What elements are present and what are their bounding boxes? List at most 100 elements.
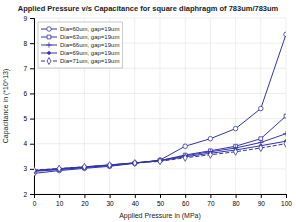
- tick: 50: [157, 194, 165, 207]
- tick-mark: [30, 43, 34, 44]
- legend-item: Dia=63um, gap=19um: [41, 34, 119, 40]
- series-group: [34, 32, 286, 176]
- marker: [208, 151, 212, 158]
- tick-mark: [59, 194, 60, 198]
- legend-label: Dia=71um, gap=19um: [60, 58, 119, 64]
- legend-item: Dia=71um, gap=19um: [41, 58, 119, 65]
- marker: [132, 160, 137, 165]
- tick-label: 50: [157, 200, 165, 207]
- axis-line: [30, 19, 35, 195]
- legend-item: Dia=69um, gap=19um: [41, 50, 119, 56]
- marker: [259, 145, 263, 152]
- marker: [82, 163, 86, 170]
- tick: 2: [23, 191, 34, 198]
- marker: [284, 32, 286, 37]
- tick-mark: [30, 68, 34, 69]
- tick-mark: [135, 194, 136, 198]
- line: [34, 141, 286, 170]
- legend-label: Dia=66um, gap=19um: [60, 42, 119, 48]
- legend-marker: [47, 27, 52, 32]
- tick-label: 80: [232, 200, 240, 207]
- tick-label: 4: [23, 140, 27, 147]
- tick: 90: [258, 194, 266, 207]
- marker: [34, 167, 36, 174]
- legend-label: Dia=60um, gap=19um: [60, 26, 119, 32]
- grid-line: [34, 93, 286, 94]
- legend-swatch: [41, 53, 57, 54]
- tick: 7: [23, 65, 34, 72]
- marker: [234, 148, 238, 155]
- tick: 70: [207, 194, 215, 207]
- legend-label: Dia=69um, gap=19um: [60, 50, 119, 56]
- grid-line: [134, 18, 135, 194]
- legend-box: [38, 22, 122, 68]
- tick-label: 30: [106, 200, 114, 207]
- tick: 80: [232, 194, 240, 207]
- legend-marker: [47, 58, 51, 65]
- x-axis-title: Applied Pressure in (MPa): [119, 212, 201, 220]
- tick-label: 60: [182, 200, 190, 207]
- line: [34, 144, 286, 170]
- tick: 3: [23, 165, 34, 172]
- tick-mark: [185, 194, 186, 198]
- tick-mark: [160, 194, 161, 198]
- tick-mark: [210, 194, 211, 198]
- series: [34, 32, 286, 176]
- tick-mark: [30, 144, 34, 145]
- legend-item: Dia=66um, gap=19um: [41, 42, 119, 48]
- grid-line: [210, 18, 211, 194]
- marker: [208, 136, 213, 141]
- grid-line: [286, 18, 287, 194]
- legend-marker: [48, 52, 51, 55]
- marker: [133, 160, 137, 167]
- tick-mark: [30, 18, 34, 19]
- tick-label: 9: [23, 15, 27, 22]
- tick-mark: [30, 169, 34, 170]
- tick: 4: [23, 140, 34, 147]
- tick-label: 3: [23, 165, 27, 172]
- tick-label: 8: [23, 40, 27, 47]
- y-axis: 2 3 4 5 6 7 8 9: [23, 15, 34, 198]
- legend-marker: [47, 35, 51, 39]
- series: [34, 140, 286, 172]
- plot: 010203040506070809010023456789Dia=60um, …: [23, 15, 292, 207]
- series: [34, 114, 286, 173]
- tick-label: 20: [81, 200, 89, 207]
- tick-mark: [30, 119, 34, 120]
- tick-mark: [110, 194, 111, 198]
- tick-mark: [30, 93, 34, 94]
- marker: [108, 162, 112, 169]
- tick-label: 40: [132, 200, 140, 207]
- grid-line: [185, 18, 186, 194]
- tick: 5: [23, 115, 34, 122]
- tick-label: 90: [258, 200, 266, 207]
- series: [34, 140, 286, 173]
- tick-label: 7: [23, 65, 27, 72]
- legend-item: Dia=60um, gap=19um: [41, 26, 119, 32]
- tick: 100: [281, 194, 292, 207]
- tick: 8: [23, 40, 34, 47]
- legend: Dia=60um, gap=19um Dia=63um, gap=19um Dia=…: [38, 22, 122, 68]
- tick: 60: [182, 194, 190, 207]
- y-axis-title: Capacitance in (*10^13): [2, 69, 10, 144]
- marker: [107, 162, 112, 167]
- tick-label: 2: [23, 191, 27, 198]
- tick-mark: [286, 194, 287, 198]
- line: [34, 134, 286, 171]
- marker: [259, 106, 264, 111]
- tick: 10: [56, 194, 64, 207]
- marker: [57, 165, 61, 172]
- tick-label: 6: [23, 90, 27, 97]
- marker: [183, 154, 187, 161]
- tick: 20: [81, 194, 89, 207]
- marker: [158, 158, 162, 165]
- marker: [82, 164, 87, 169]
- axis-line: [35, 195, 287, 199]
- marker: [284, 114, 286, 118]
- title: Applied Pressure v/s Capacitance for squ…: [18, 4, 279, 13]
- series: [34, 131, 286, 174]
- legend-marker: [46, 42, 51, 47]
- line: [34, 116, 286, 171]
- tick: 30: [106, 194, 114, 207]
- grid-line: [34, 143, 286, 144]
